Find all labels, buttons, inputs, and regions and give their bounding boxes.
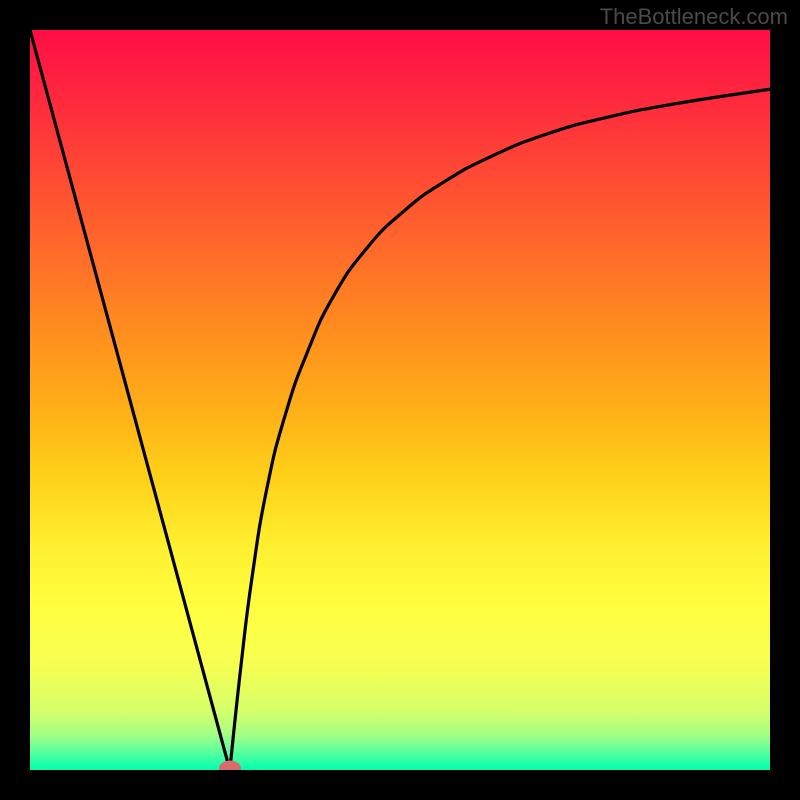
curve — [30, 30, 770, 770]
watermark-text: TheBottleneck.com — [600, 4, 788, 30]
plot-area — [30, 30, 770, 770]
minimum-marker — [219, 760, 241, 770]
